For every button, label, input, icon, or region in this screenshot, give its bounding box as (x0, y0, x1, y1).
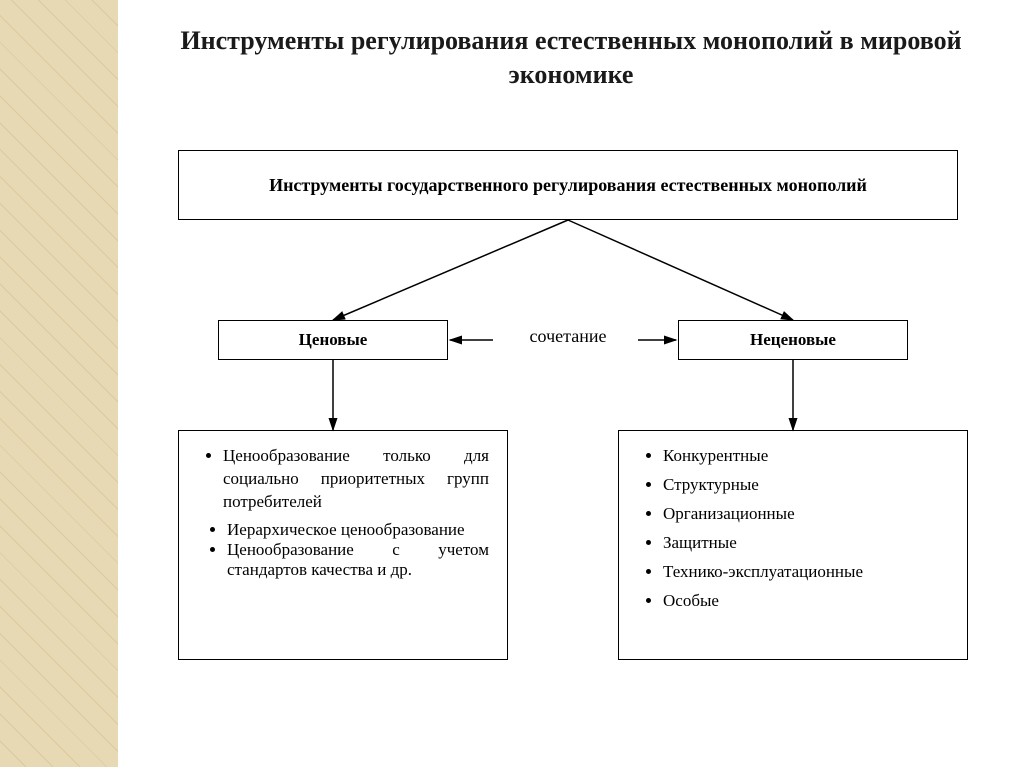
page-title: Инструменты регулирования естественных м… (118, 0, 1024, 102)
node-price-text: Ценовые (299, 330, 368, 350)
node-top-text: Инструменты государственного регулирован… (269, 175, 867, 196)
list-item: Ценообразование только для социально при… (223, 445, 489, 514)
slide-content: Инструменты регулирования естественных м… (118, 0, 1024, 767)
node-nonprice-text: Неценовые (750, 330, 836, 350)
decorative-sidebar (0, 0, 118, 767)
node-price-details: Ценообразование только для социально при… (178, 430, 508, 660)
list-item: Технико-эксплуатационные (663, 561, 949, 584)
node-top: Инструменты государственного регулирован… (178, 150, 958, 220)
list-item: Конкурентные (663, 445, 949, 468)
node-nonprice: Неценовые (678, 320, 908, 360)
list-item: Ценообразование с учетом стандартов каче… (227, 540, 489, 580)
node-price: Ценовые (218, 320, 448, 360)
list-item: Организационные (663, 503, 949, 526)
list-item: Особые (663, 590, 949, 613)
list-item: Защитные (663, 532, 949, 555)
list-item: Структурные (663, 474, 949, 497)
list-item: Иерархическое ценообразование (227, 520, 489, 540)
combination-label: сочетание (498, 326, 638, 347)
node-nonprice-details: Конкурентные Структурные Организационные… (618, 430, 968, 660)
